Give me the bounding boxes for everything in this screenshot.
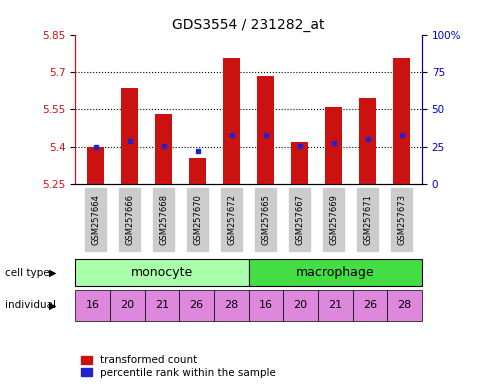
Text: 26: 26 [362,300,376,310]
Text: individual: individual [5,300,56,310]
Text: 26: 26 [189,300,203,310]
Text: 21: 21 [154,300,168,310]
Text: ▶: ▶ [48,300,56,310]
Text: macrophage: macrophage [295,266,374,279]
Bar [121,88,138,184]
Bar [257,76,273,184]
Bar [223,58,240,184]
Text: 20: 20 [120,300,134,310]
Bar [358,98,375,184]
Bar [324,107,341,184]
Legend: transformed count, percentile rank within the sample: transformed count, percentile rank withi… [80,354,276,379]
Bar [87,147,104,184]
Text: 16: 16 [85,300,99,310]
Text: 16: 16 [258,300,272,310]
Text: 28: 28 [224,300,238,310]
Bar [155,114,172,184]
Text: monocyte: monocyte [131,266,193,279]
Text: 28: 28 [397,300,411,310]
Bar [189,158,206,184]
Text: 20: 20 [293,300,307,310]
Text: 21: 21 [328,300,342,310]
Bar [392,58,409,184]
Title: GDS3554 / 231282_at: GDS3554 / 231282_at [172,18,324,32]
Bar [290,142,307,184]
Text: ▶: ▶ [48,268,56,278]
Text: cell type: cell type [5,268,49,278]
